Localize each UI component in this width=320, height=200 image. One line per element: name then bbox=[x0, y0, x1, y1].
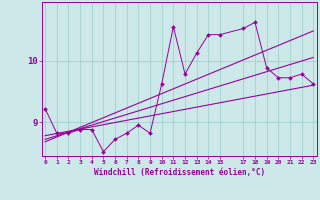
X-axis label: Windchill (Refroidissement éolien,°C): Windchill (Refroidissement éolien,°C) bbox=[94, 168, 265, 177]
